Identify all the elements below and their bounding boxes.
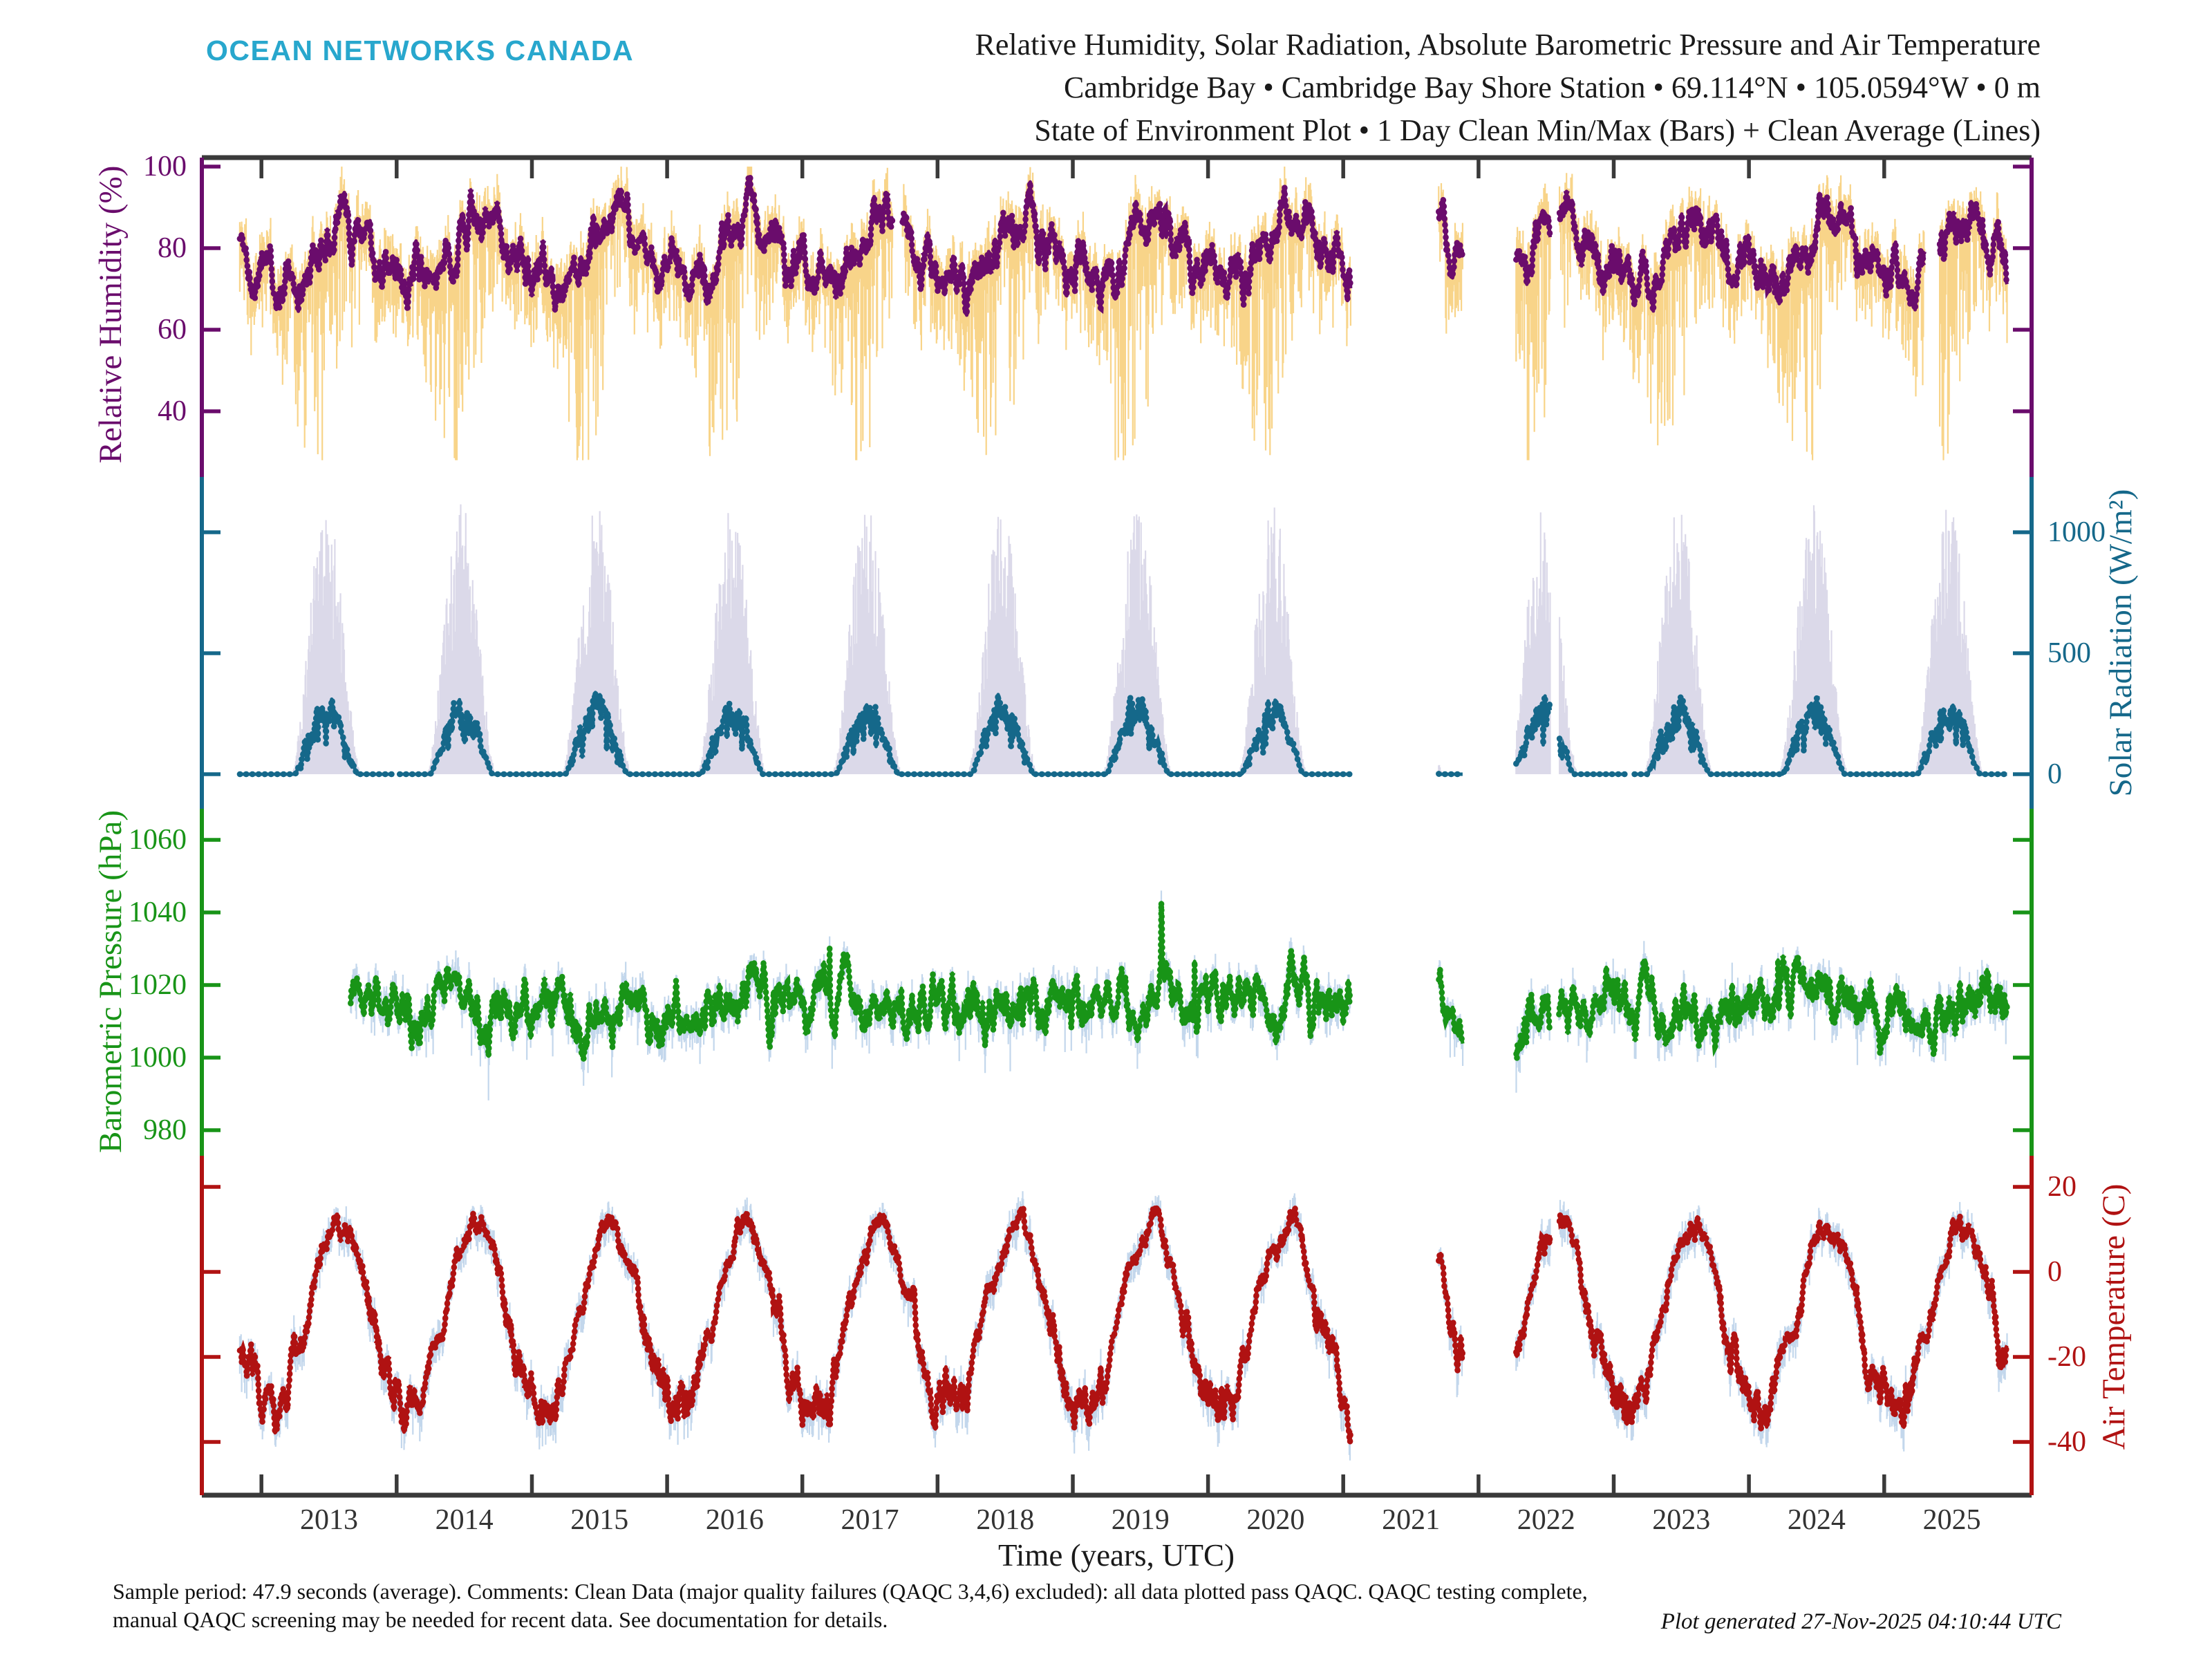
generated-timestamp: Plot generated 27-Nov-2025 04:10:44 UTC — [1660, 1609, 2061, 1634]
y-axis-temperature: 20 0 -20 -40 — [202, 1171, 2086, 1458]
panel-solar — [236, 504, 2010, 780]
x-tick-label: 2015 — [570, 1504, 628, 1536]
y-tick-label: -40 — [2047, 1426, 2086, 1458]
solar-minmax-bars — [291, 504, 1984, 774]
x-tick-label: 2023 — [1652, 1504, 1710, 1536]
y-tick-label: -20 — [2047, 1341, 2086, 1373]
temperature-average-markers — [236, 1198, 2010, 1443]
y-axis-label-pressure: Barometric Pressure (hPa) — [93, 810, 129, 1153]
y-axis-solar: 1000 500 0 — [202, 516, 2106, 790]
y-axis-pressure: 1060 1040 1020 1000 980 — [129, 824, 2032, 1146]
panel-humidity — [236, 167, 2010, 460]
title-line-1: Relative Humidity, Solar Radiation, Abso… — [975, 28, 2041, 62]
x-tick-label: 2025 — [1923, 1504, 1981, 1536]
x-axis-label: Time (years, UTC) — [997, 1538, 1235, 1573]
y-tick-label: 0 — [2047, 1256, 2062, 1288]
humidity-minmax-bars — [238, 167, 2008, 460]
x-tick-label: 2013 — [300, 1504, 358, 1536]
panel-pressure — [348, 890, 2010, 1100]
x-axis: 2013 2014 2015 2016 2017 2018 2019 2020 2021 2022… — [202, 155, 2032, 1536]
y-tick-label: 0 — [2047, 758, 2062, 790]
y-tick-label: 1040 — [129, 897, 187, 928]
y-axis-humidity: 100 80 60 40 — [143, 151, 2032, 427]
y-axis-label-temperature: Air Temperature (C) — [2096, 1183, 2132, 1450]
y-tick-label: 1000 — [129, 1042, 187, 1074]
y-tick-label: 1020 — [129, 969, 187, 1001]
y-tick-label: 1000 — [2047, 516, 2106, 548]
onc-logo: OCEAN NETWORKS CANADA — [206, 35, 635, 66]
y-tick-label: 80 — [158, 232, 187, 264]
x-tick-label: 2020 — [1246, 1504, 1304, 1536]
footer-comments: Sample period: 47.9 seconds (average). C… — [113, 1577, 1588, 1634]
y-tick-label: 1060 — [129, 824, 187, 856]
x-tick-label: 2018 — [976, 1504, 1034, 1536]
plot-title: Relative Humidity, Solar Radiation, Abso… — [975, 24, 2041, 152]
humidity-average-markers — [236, 174, 2010, 316]
y-tick-label: 100 — [143, 151, 187, 182]
x-tick-label: 2017 — [841, 1504, 899, 1536]
footer-line-1: Sample period: 47.9 seconds (average). C… — [113, 1579, 1588, 1604]
title-line-3: State of Environment Plot • 1 Day Clean … — [1034, 113, 2041, 147]
y-tick-label: 500 — [2047, 637, 2091, 669]
pressure-average-markers — [348, 902, 2010, 1063]
y-tick-label: 980 — [143, 1114, 187, 1146]
solar-average-markers — [236, 688, 2010, 780]
x-tick-label: 2016 — [706, 1504, 764, 1536]
y-axis-label-humidity: Relative Humidity (%) — [93, 165, 129, 464]
x-tick-label: 2014 — [435, 1504, 494, 1536]
x-tick-label: 2024 — [1788, 1504, 1846, 1536]
panel-temperature — [236, 1191, 2010, 1461]
y-tick-label: 40 — [158, 395, 187, 427]
y-tick-label: 20 — [2047, 1171, 2077, 1203]
x-tick-label: 2022 — [1517, 1504, 1575, 1536]
x-tick-label: 2019 — [1112, 1504, 1170, 1536]
x-tick-label: 2021 — [1382, 1504, 1440, 1536]
footer-line-2: manual QAQC screening may be needed for … — [113, 1607, 888, 1632]
y-tick-label: 60 — [158, 314, 187, 346]
title-line-2: Cambridge Bay • Cambridge Bay Shore Stat… — [1063, 71, 2041, 104]
y-axis-label-solar: Solar Radiation (W/m²) — [2103, 489, 2139, 797]
